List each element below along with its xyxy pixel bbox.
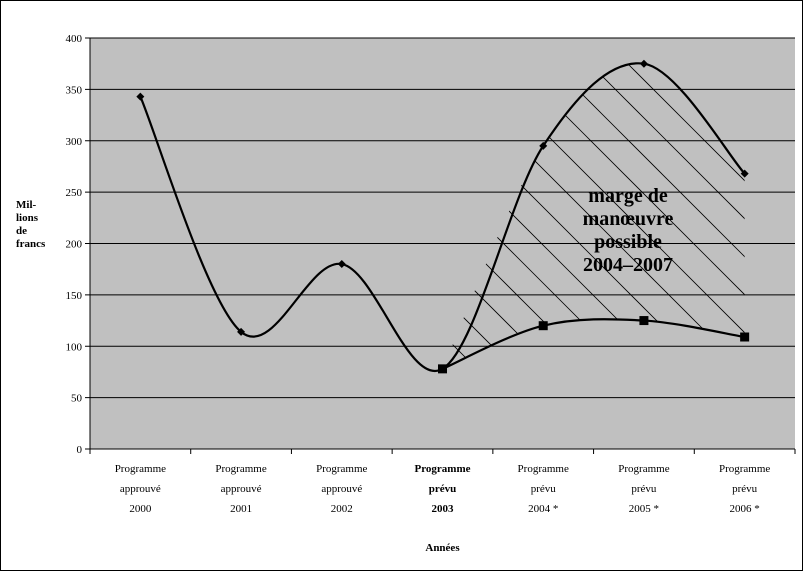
- x-category-label-3-1: prévu: [429, 483, 457, 495]
- annotation-line-2: possible: [594, 231, 662, 253]
- hatch-line: [525, 63, 745, 369]
- series-lines: [139, 62, 746, 373]
- annotation-line-3: 2004–2007: [583, 254, 673, 276]
- x-category-label-6-1: prévu: [732, 483, 758, 495]
- series-2-point-6: [740, 332, 750, 342]
- y-axis-label-line-0: Mil-: [16, 199, 36, 211]
- y-tick-label-350: 350: [66, 84, 83, 96]
- x-category-label-0-2: 2000: [129, 503, 152, 515]
- y-tick-label-400: 400: [66, 33, 83, 45]
- series-2-line: [442, 318, 745, 370]
- series-1-point-6: [740, 169, 749, 178]
- series-1-point-0: [136, 92, 145, 101]
- y-axis-label-line-3: francs: [16, 238, 46, 250]
- x-category-label-5-2: 2005 *: [629, 503, 659, 515]
- x-category-labels: Programme approuvé 2000 Programme approuvé 20…: [115, 463, 771, 515]
- x-category-label-1-2: 2001: [230, 503, 252, 515]
- y-tick-label-50: 50: [71, 393, 83, 405]
- axes: [85, 37, 796, 454]
- series-1-point-5: [639, 59, 648, 68]
- y-tick-label-300: 300: [66, 136, 83, 148]
- hatch-line: [601, 63, 745, 369]
- hatch-line: [442, 63, 719, 369]
- y-tick-label-200: 200: [66, 239, 83, 251]
- x-category-label-2-2: 2002: [331, 503, 353, 515]
- annotation-line-1: manœuvre: [583, 208, 674, 230]
- x-category-label-4-1: prévu: [531, 483, 557, 495]
- x-category-label-3-0: Programme: [415, 463, 471, 475]
- series-markers: [136, 59, 750, 374]
- series-1-point-4: [539, 141, 548, 150]
- series-2-point-5: [639, 316, 649, 326]
- annotation-line-0: marge de: [588, 185, 668, 207]
- y-axis-label-line-1: lions: [16, 212, 39, 224]
- x-category-label-2-0: Programme: [316, 463, 367, 475]
- y-axis-label-line-2: de: [16, 225, 27, 237]
- x-category-label-1-0: Programme: [215, 463, 266, 475]
- x-category-label-6-2: 2006 *: [730, 503, 760, 515]
- series-2-point-3: [438, 364, 447, 374]
- x-category-label-6-0: Programme: [719, 463, 770, 475]
- y-tick-label-100: 100: [66, 341, 83, 353]
- x-category-label-0-0: Programme: [115, 463, 166, 475]
- hatch-line: [442, 63, 745, 369]
- series-1-line: [139, 62, 746, 373]
- x-category-label-2-1: approuvé: [321, 483, 362, 495]
- y-tick-label-150: 150: [66, 290, 83, 302]
- x-axis-label: Années: [425, 542, 460, 554]
- x-category-label-4-2: 2004 *: [528, 503, 558, 515]
- x-category-label-4-0: Programme: [518, 463, 569, 475]
- y-tick-label-250: 250: [66, 187, 83, 199]
- series-1-point-1: [237, 327, 246, 336]
- x-category-label-5-1: prévu: [631, 483, 657, 495]
- series-2-point-4: [538, 321, 548, 331]
- y-tick-label-0: 0: [77, 444, 83, 456]
- x-category-label-3-2: 2003: [432, 503, 455, 515]
- x-category-label-0-1: approuvé: [120, 483, 161, 495]
- hatch-line: [563, 63, 745, 369]
- y-tick-labels: 0 50 100 150 200 250 300 350 400: [66, 33, 83, 456]
- x-category-label-1-1: approuvé: [221, 483, 262, 495]
- x-category-label-5-0: Programme: [618, 463, 669, 475]
- gridlines: [90, 37, 795, 399]
- series-1-point-2: [337, 260, 346, 269]
